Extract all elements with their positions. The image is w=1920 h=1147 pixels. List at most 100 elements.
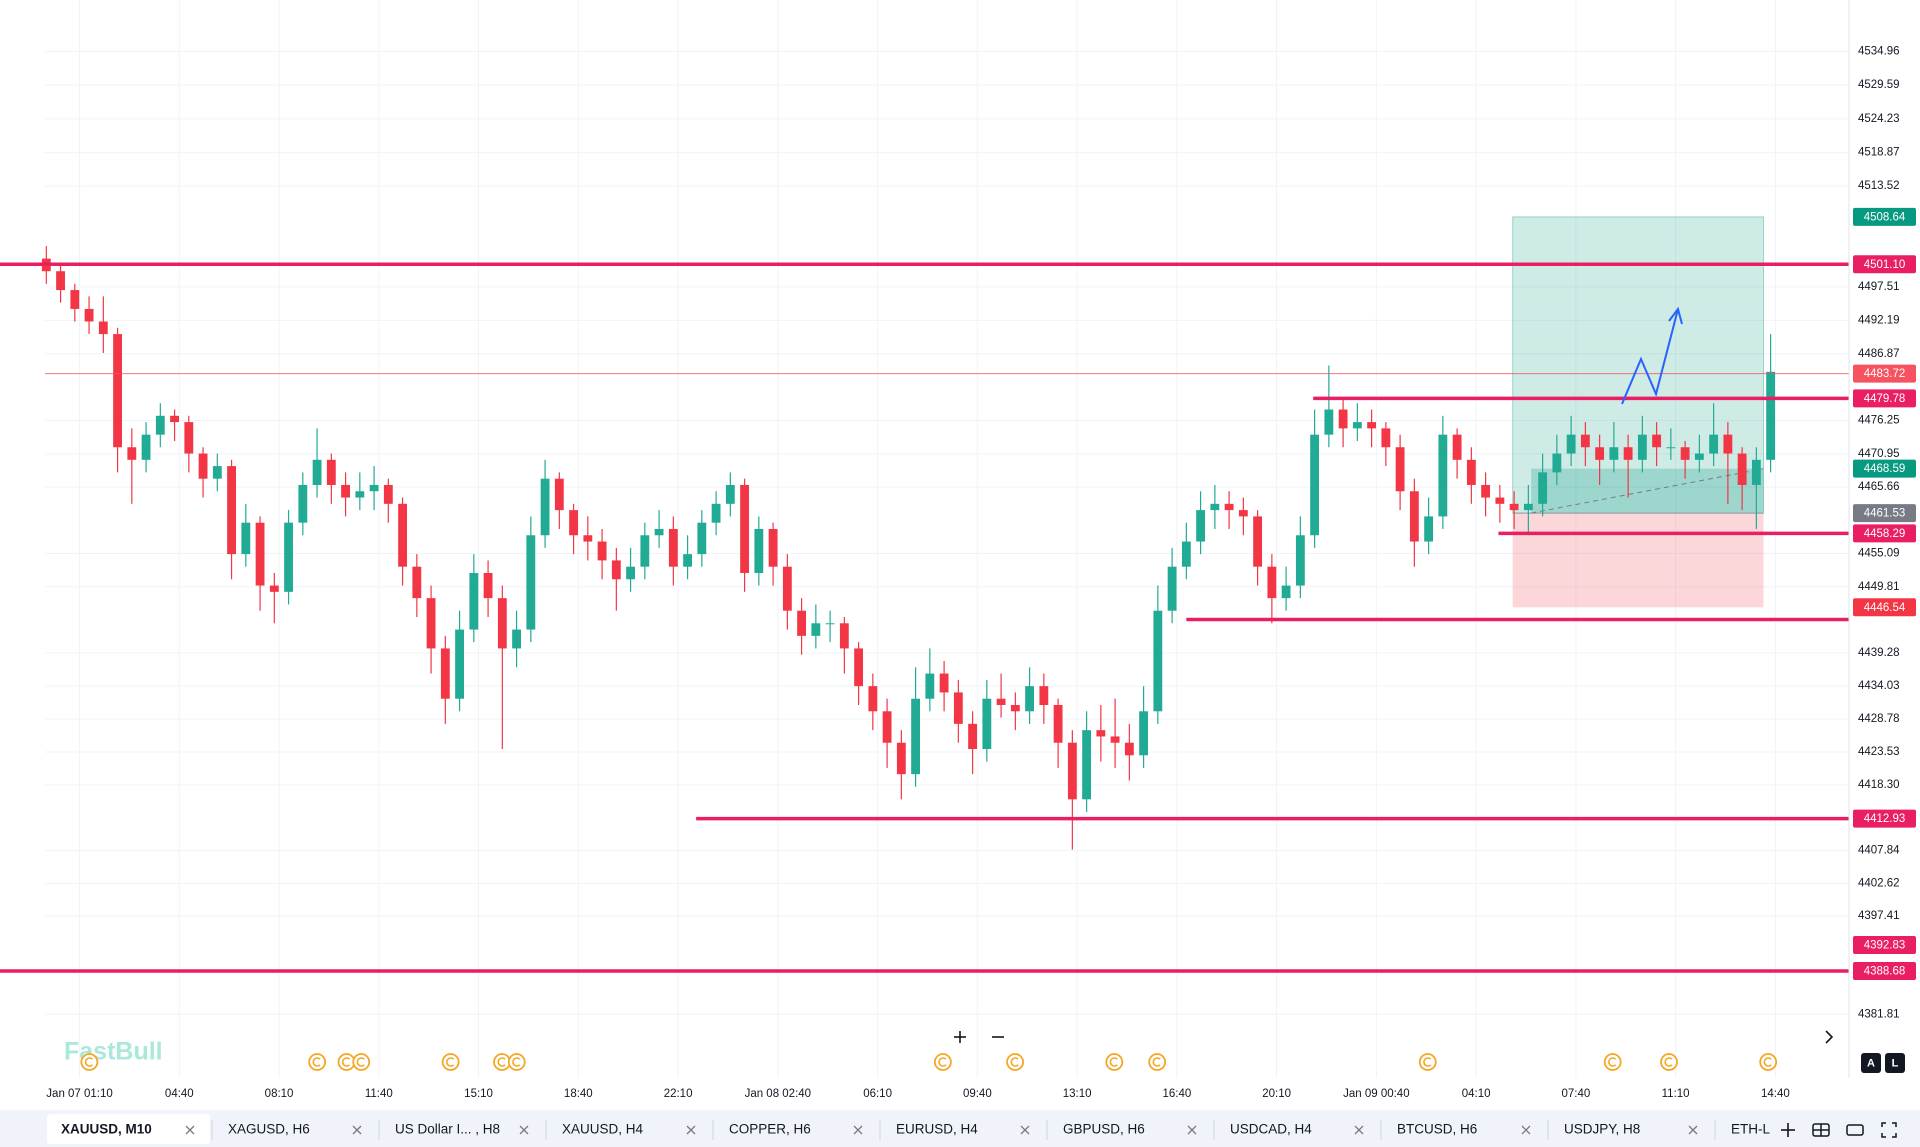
tab-close[interactable] bbox=[352, 1125, 362, 1135]
y-tick-label: 4428.78 bbox=[1858, 713, 1900, 725]
candle-body bbox=[569, 510, 578, 536]
candle-body bbox=[1466, 459, 1476, 485]
candle-body bbox=[782, 566, 792, 611]
event-icon[interactable] bbox=[337, 1053, 356, 1071]
event-icon[interactable] bbox=[1148, 1053, 1167, 1071]
candle-body bbox=[1680, 447, 1690, 460]
position-tool[interactable] bbox=[1512, 216, 1764, 608]
tab[interactable]: ETH-L bbox=[1714, 1120, 1770, 1140]
tab-close[interactable] bbox=[853, 1125, 863, 1135]
x-tick-label: 15:10 bbox=[464, 1088, 493, 1100]
event-icon[interactable] bbox=[1006, 1053, 1025, 1071]
zoom-out[interactable] bbox=[986, 1025, 1010, 1049]
zoom-in[interactable] bbox=[948, 1025, 972, 1049]
tab-label: XAGUSD, H6 bbox=[228, 1122, 310, 1137]
event-icon[interactable] bbox=[352, 1053, 371, 1071]
price-badge bbox=[1853, 207, 1916, 226]
x-tick-label: 13:10 bbox=[1063, 1088, 1092, 1100]
candle-body bbox=[825, 623, 835, 625]
scale-button[interactable] bbox=[1885, 1053, 1905, 1073]
candle-body bbox=[155, 415, 165, 435]
tab[interactable]: COPPER, H6 bbox=[712, 1120, 863, 1140]
candle-body bbox=[1424, 516, 1434, 542]
event-circle bbox=[441, 1053, 460, 1071]
candle-body bbox=[98, 321, 108, 335]
candle-body bbox=[882, 711, 892, 743]
candle-body bbox=[668, 528, 678, 567]
candle-body bbox=[1238, 510, 1248, 517]
event-icon[interactable] bbox=[493, 1053, 511, 1071]
candle-body bbox=[1409, 491, 1419, 542]
y-tick-label: 4476.25 bbox=[1858, 415, 1900, 427]
layout-button[interactable] bbox=[1812, 1123, 1830, 1137]
stop-zone[interactable] bbox=[1512, 513, 1764, 608]
tab-close[interactable] bbox=[1020, 1125, 1030, 1135]
event-circle bbox=[80, 1053, 99, 1071]
y-tick-label: 4455.09 bbox=[1858, 548, 1900, 560]
levels[interactable] bbox=[0, 262, 1849, 973]
tab[interactable]: XAUUSD, M10 bbox=[47, 1114, 210, 1144]
candle-body bbox=[740, 484, 750, 573]
event-icon[interactable] bbox=[1759, 1053, 1778, 1071]
candle-body bbox=[1124, 742, 1134, 756]
event-icon[interactable] bbox=[1418, 1053, 1437, 1071]
tab-close[interactable] bbox=[185, 1125, 195, 1135]
x-tick-label: 07:40 bbox=[1561, 1088, 1590, 1100]
tab-close[interactable] bbox=[686, 1125, 696, 1135]
event-circle bbox=[493, 1053, 511, 1071]
y-tick-label: 4418.30 bbox=[1858, 779, 1900, 791]
event-circle bbox=[1759, 1053, 1778, 1071]
event-icon[interactable] bbox=[1603, 1053, 1622, 1071]
tab-label: GBPUSD, H6 bbox=[1063, 1122, 1145, 1137]
candle-body bbox=[440, 648, 450, 699]
event-icon[interactable] bbox=[441, 1053, 460, 1071]
event-icon[interactable] bbox=[80, 1053, 99, 1071]
tab[interactable]: USDJPY, H8 bbox=[1547, 1120, 1698, 1140]
x-tick-label: 09:40 bbox=[963, 1088, 992, 1100]
add-tab[interactable] bbox=[1781, 1123, 1795, 1137]
event-glyph bbox=[1152, 1057, 1161, 1067]
tab[interactable]: USDCAD, H4 bbox=[1213, 1120, 1364, 1140]
tab[interactable]: US Dollar I... , H8 bbox=[378, 1120, 529, 1140]
tab-close[interactable] bbox=[1187, 1125, 1197, 1135]
tab[interactable]: XAGUSD, H6 bbox=[211, 1120, 362, 1140]
tab[interactable]: EURUSD, H4 bbox=[879, 1120, 1030, 1140]
event-icon[interactable] bbox=[507, 1053, 526, 1071]
candle-body bbox=[1295, 535, 1305, 586]
scale-button[interactable] bbox=[1861, 1053, 1881, 1073]
fullscreen-button[interactable] bbox=[1881, 1122, 1897, 1138]
scroll-right[interactable] bbox=[1817, 1025, 1841, 1049]
candle-body bbox=[241, 522, 251, 555]
candle-body bbox=[383, 484, 393, 504]
window-button[interactable] bbox=[1846, 1124, 1864, 1136]
x-tick-label: 14:40 bbox=[1761, 1088, 1790, 1100]
candle-body bbox=[1694, 453, 1704, 460]
event-icon[interactable] bbox=[1660, 1053, 1678, 1071]
event-icon[interactable] bbox=[308, 1053, 327, 1071]
candle-body bbox=[1709, 434, 1719, 454]
candle-body bbox=[768, 528, 778, 567]
price-badge-label: 4483.72 bbox=[1864, 368, 1906, 380]
forecast-arrow[interactable] bbox=[1621, 308, 1679, 405]
tab-close[interactable] bbox=[519, 1125, 529, 1135]
candle-body bbox=[1310, 434, 1320, 536]
tab[interactable]: BTCUSD, H6 bbox=[1380, 1120, 1531, 1140]
tab-label: US Dollar I... , H8 bbox=[395, 1122, 500, 1137]
candle-body bbox=[1352, 422, 1362, 429]
tab-close[interactable] bbox=[1688, 1125, 1698, 1135]
tab[interactable]: GBPUSD, H6 bbox=[1046, 1120, 1197, 1140]
event-icon[interactable] bbox=[1105, 1053, 1124, 1071]
scale-button-label: L bbox=[1892, 1057, 1899, 1069]
tab-close[interactable] bbox=[1521, 1125, 1531, 1135]
candle-body bbox=[540, 478, 550, 536]
event-glyph bbox=[356, 1057, 365, 1067]
event-icons[interactable] bbox=[80, 1053, 1778, 1071]
candle-body bbox=[1324, 409, 1334, 435]
candle-body bbox=[925, 673, 935, 699]
tab[interactable]: XAUUSD, H4 bbox=[545, 1120, 696, 1140]
tab-close[interactable] bbox=[1354, 1125, 1364, 1135]
event-icon[interactable] bbox=[933, 1053, 952, 1071]
candle-body bbox=[1224, 503, 1234, 511]
